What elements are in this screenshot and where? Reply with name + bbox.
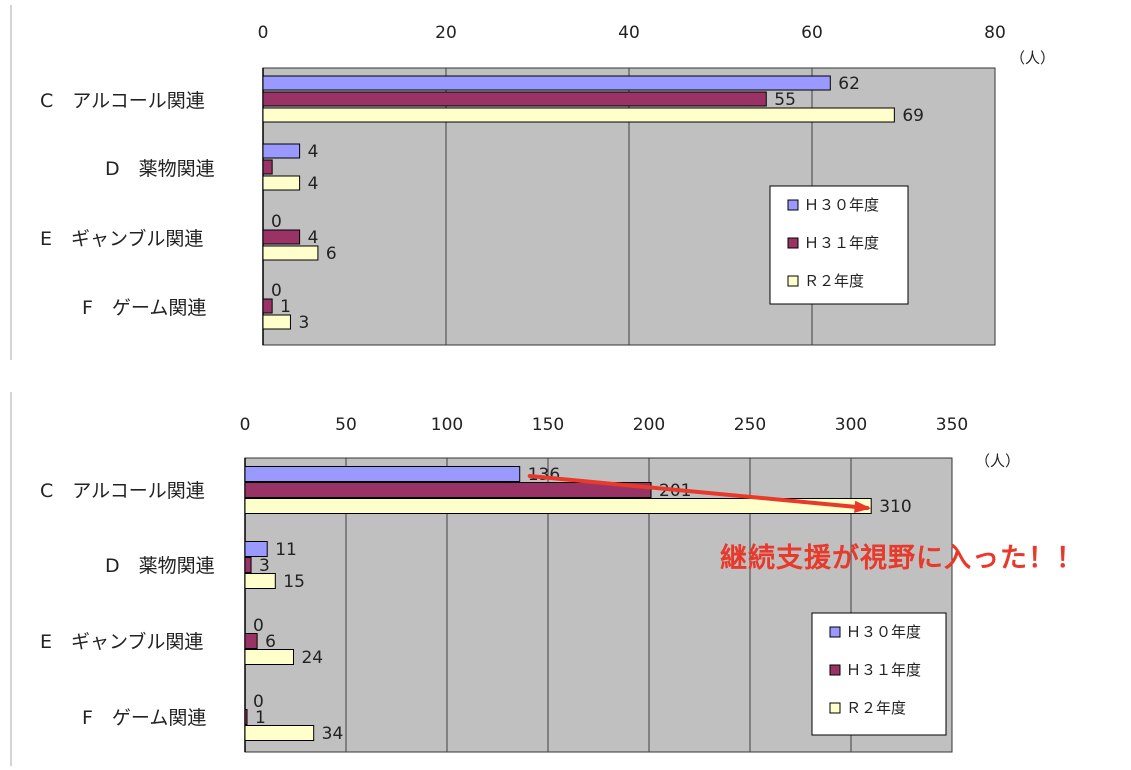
chart2-bar <box>244 557 252 573</box>
chart1-data-label: 3 <box>298 313 309 333</box>
chart2-x-tick-label: 300 <box>835 415 867 435</box>
chart1-bar <box>262 75 831 91</box>
chart1-category-label: D 薬物関連 <box>105 158 215 180</box>
chart2-data-label: 310 <box>879 497 911 517</box>
annotation-arrowhead <box>854 500 872 513</box>
chart2-data-label: 0 <box>253 692 264 712</box>
chart2-bar <box>244 633 258 649</box>
chart2-x-tick-label: 200 <box>633 415 665 435</box>
chart2-data-label: 34 <box>322 724 344 744</box>
chart1-category-label: F ゲーム関連 <box>82 297 206 319</box>
chart1-legend-swatch <box>787 275 799 287</box>
chart1-x-tick-label: 0 <box>258 23 269 43</box>
chart1-data-label: 69 <box>902 106 924 126</box>
chart1-legend-entry: Ｒ２年度 <box>804 272 864 290</box>
chart2-unit-label: （人） <box>975 452 1020 470</box>
chart2-legend-swatch <box>829 702 841 714</box>
chart1-bar <box>262 159 273 175</box>
chart2-legend-entry: Ｈ３０年度 <box>846 623 921 641</box>
chart2-category-label: C アルコール関連 <box>40 480 205 502</box>
chart2-x-tick-label: 350 <box>936 415 968 435</box>
annotation-arrow <box>527 474 870 510</box>
chart1-data-label: 0 <box>271 212 282 232</box>
chart2-data-label: 24 <box>301 648 323 668</box>
chart2-data-label: 0 <box>253 616 264 636</box>
chart1-x-tick-label: 40 <box>618 23 640 43</box>
chart1-bar <box>262 229 301 245</box>
chart1-bar <box>262 107 895 123</box>
chart1-legend-entry: Ｈ３１年度 <box>804 234 879 252</box>
chart2-x-tick-label: 50 <box>335 415 357 435</box>
chart2-x-tick-label: 250 <box>734 415 766 435</box>
chart1-bar <box>262 298 273 314</box>
chart1-legend-swatch <box>787 199 799 211</box>
chart2-category-label: F ゲーム関連 <box>82 707 206 729</box>
chart2-bar <box>244 649 294 665</box>
chart1-legend-swatch <box>787 237 799 249</box>
chart1-unit-label: （人） <box>1010 49 1055 67</box>
chart2-legend-entry: Ｒ２年度 <box>846 699 906 717</box>
chart2-category-label: D 薬物関連 <box>105 555 215 577</box>
chart2-data-label: 15 <box>283 572 305 592</box>
chart2-data-label: 11 <box>275 540 297 560</box>
chart1-bar <box>262 175 301 191</box>
chart1-x-tick-label: 80 <box>984 23 1006 43</box>
chart2-legend-entry: Ｈ３１年度 <box>846 661 921 679</box>
chart1-bar <box>262 91 767 107</box>
chart1-x-tick-label: 20 <box>435 23 457 43</box>
chart1-bar <box>262 245 319 261</box>
chart1-data-label: 4 <box>308 228 319 248</box>
chart1-data-label: 4 <box>308 174 319 194</box>
chart2-bar <box>244 541 268 557</box>
chart1-bar <box>262 314 291 330</box>
chart1-data-label: 62 <box>838 74 860 94</box>
chart2-bar <box>244 482 652 498</box>
chart1-data-label: 55 <box>774 90 796 110</box>
chart1-bar <box>262 143 301 159</box>
chart2-x-tick-label: 0 <box>240 415 251 435</box>
chart1-data-label: 4 <box>308 142 319 162</box>
chart2-data-label: 3 <box>259 556 270 576</box>
chart2-bar <box>244 573 276 589</box>
chart1-data-label: 0 <box>271 281 282 301</box>
chart2-legend-swatch <box>829 664 841 676</box>
chart1-legend-entry: Ｈ３０年度 <box>804 196 879 214</box>
chart2-bar <box>244 725 315 741</box>
chart1-data-label: 1 <box>280 297 291 317</box>
chart2-category-label: E ギャンブル関連 <box>40 630 203 653</box>
chart2-bar <box>244 466 521 482</box>
chart1-category-label: E ギャンブル関連 <box>40 227 203 250</box>
chart2-legend-swatch <box>829 626 841 638</box>
annotation-text: 継続支援が視野に入った！！ <box>720 543 1084 574</box>
chart2-bar <box>244 498 872 514</box>
chart1-x-tick-label: 60 <box>801 23 823 43</box>
chart2-bar <box>244 709 248 725</box>
chart1-category-label: C アルコール関連 <box>40 90 205 112</box>
chart2-x-tick-label: 100 <box>431 415 463 435</box>
chart2-x-tick-label: 150 <box>532 415 564 435</box>
chart1-data-label: 6 <box>326 244 337 264</box>
chart2-data-label: 1 <box>255 708 266 728</box>
chart2-data-label: 6 <box>265 632 276 652</box>
